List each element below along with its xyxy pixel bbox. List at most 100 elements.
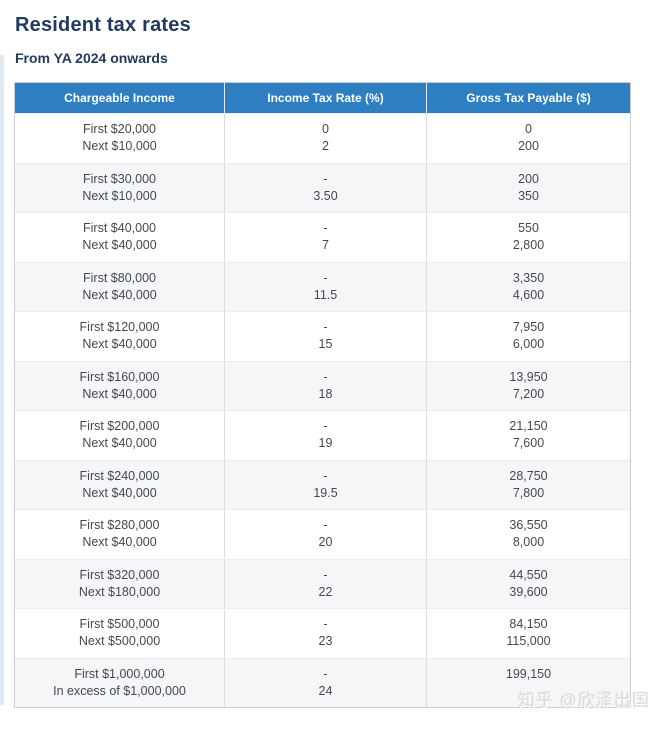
page-title: Resident tax rates (15, 14, 191, 36)
cell-income: First $80,000 Next $40,000 (15, 262, 225, 311)
column-header-gross-tax-payable: Gross Tax Payable ($) (466, 91, 591, 105)
cell-line: Next $10,000 (82, 188, 157, 203)
cell-line: First $20,000 (83, 122, 156, 137)
cell-line: 20 (318, 535, 333, 550)
cell-line: 28,750 (509, 468, 548, 483)
cell-line: 0 (322, 122, 329, 137)
cell-rate: - 11.5 (225, 262, 427, 311)
cell-line: First $500,000 (79, 617, 160, 632)
cell-line: Next $40,000 (82, 535, 157, 550)
cell-line: 7 (322, 238, 329, 253)
cell-income: First $40,000 Next $40,000 (15, 213, 225, 262)
cell-rate: - 23 (225, 609, 427, 658)
cell-rate: - 19.5 (225, 460, 427, 509)
cell-line: 23 (318, 634, 333, 649)
cell-line: First $320,000 (79, 567, 160, 582)
cell-line: - (323, 320, 328, 335)
cell-line: First $1,000,000 (74, 666, 165, 681)
cell-line: - (323, 270, 328, 285)
table-row: First $30,000 Next $10,000-3.50 200 350 (15, 162, 630, 213)
table-row: First $40,000 Next $40,000-7 550 2,800 (15, 212, 630, 262)
cell-line: 7,200 (512, 386, 545, 401)
table-row: First $20,000 Next $10,000 0 2 0 200 (15, 113, 630, 163)
cell-line: Next $40,000 (82, 287, 157, 302)
resident-tax-rates-table: Chargeable Income Income Tax Rate (%) Gr… (14, 82, 631, 708)
cell-line: 350 (518, 188, 539, 203)
cell-line: Next $40,000 (82, 238, 157, 253)
cell-line: 7,950 (512, 320, 545, 335)
cell-line: 19.5 (313, 485, 338, 500)
cell-income: First $120,000 Next $40,000 (15, 312, 225, 361)
cell-payable: 550 2,800 (427, 213, 630, 262)
table-row: First $160,000 Next $40,000 - 18 13,950 7,200 (15, 360, 630, 411)
column-header-chargeable-income: Chargeable Income (15, 83, 225, 113)
cell-line: - (323, 221, 328, 236)
cell-line: 84,150 (509, 617, 548, 632)
cell-line: Next $500,000 (78, 634, 161, 649)
cell-income: First $240,000 Next $40,000 (15, 460, 225, 509)
page-edge-accent (0, 55, 4, 705)
cell-line: 3.50 (313, 188, 338, 203)
table-row: First $240,000 Next $40,000 - 19.5 28,750 7,8… (15, 459, 630, 510)
cell-payable: 199,150 (427, 659, 630, 708)
cell-line: 15 (318, 337, 333, 352)
cell-income: First $30,000 Next $10,000 (15, 163, 225, 212)
cell-line: 3,350 (512, 270, 545, 285)
cell-payable: 84,150 115,000 (427, 609, 630, 658)
table-row: First $320,000 Next $180,000 - 22 44,550 39,6… (15, 558, 630, 608)
column-header-income-tax-rate: Income Tax Rate (%) (225, 83, 427, 113)
cell-line: - (323, 617, 328, 632)
table-row: First $120,000 Next $40,000 - 15 7,950 6,000 (15, 311, 630, 361)
cell-rate: - 19 (225, 411, 427, 460)
cell-line: First $80,000 (83, 270, 156, 285)
cell-line: First $120,000 (79, 320, 160, 335)
cell-rate: - 15 (225, 312, 427, 361)
cell-line: 11.5 (313, 287, 338, 302)
cell-payable: 36,550 8,000 (427, 510, 630, 559)
cell-line: 6,000 (512, 337, 545, 352)
cell-income: First $320,000 Next $180,000 (15, 559, 225, 608)
table-body: First $20,000 Next $10,000 0 2 0 200 First $30… (15, 113, 630, 707)
table-row: First $1,000,000 In excess of $1,000,000 -… (15, 657, 630, 708)
cell-line: 36,550 (509, 518, 548, 533)
cell-line: 19 (318, 436, 333, 451)
cell-line: 7,600 (512, 436, 545, 451)
cell-payable: 13,950 7,200 (427, 362, 630, 411)
cell-line: 4,600 (512, 287, 545, 302)
cell-line: 200 (518, 171, 539, 186)
cell-payable: 200 350 (427, 164, 630, 213)
cell-line: 8,000 (512, 535, 545, 550)
cell-payable: 3,350 4,600 (427, 263, 630, 312)
cell-income: First $280,000 Next $40,000 (15, 510, 225, 559)
cell-rate: - 3.50 (225, 163, 427, 212)
cell-line: - (323, 369, 328, 384)
cell-line: Next $40,000 (82, 337, 157, 352)
cell-line: 0 (525, 122, 532, 137)
cell-line: 2,800 (512, 238, 545, 253)
cell-line: First $160,000 (79, 369, 160, 384)
cell-payable: 7,950 6,000 (427, 312, 630, 361)
cell-line: Next $40,000 (82, 436, 157, 451)
cell-line: Next $40,000 (82, 386, 157, 401)
cell-line: First $200,000 (79, 419, 160, 434)
table-row: First $80,000 Next $40,000 - 11.5 3,350 4,600 (15, 261, 630, 312)
cell-rate: - 18 (225, 361, 427, 410)
cell-line: - (323, 468, 328, 483)
cell-line: - (323, 171, 328, 186)
cell-line: 44,550 (509, 567, 548, 582)
cell-income: First $200,000 Next $40,000 (15, 411, 225, 460)
cell-line: 7,800 (512, 485, 545, 500)
cell-line: - (323, 518, 328, 533)
cell-payable: 21,150 7,600 (427, 411, 630, 460)
cell-line: - (323, 419, 328, 434)
cell-income: First $160,000 Next $40,000 (15, 361, 225, 410)
cell-line: - (323, 567, 328, 582)
cell-rate: - 22 (225, 559, 427, 608)
table-row: First $280,000 Next $40,000 - 20 36,550 8,000 (15, 509, 630, 559)
cell-line: First $30,000 (83, 171, 156, 186)
table-row: First $200,000 Next $40,000 - 19 21,150 7,600 (15, 410, 630, 460)
cell-payable: 28,750 7,800 (427, 461, 630, 510)
cell-income: First $1,000,000 In excess of $1,000,000 (15, 658, 225, 707)
cell-rate: -7 (225, 213, 427, 262)
